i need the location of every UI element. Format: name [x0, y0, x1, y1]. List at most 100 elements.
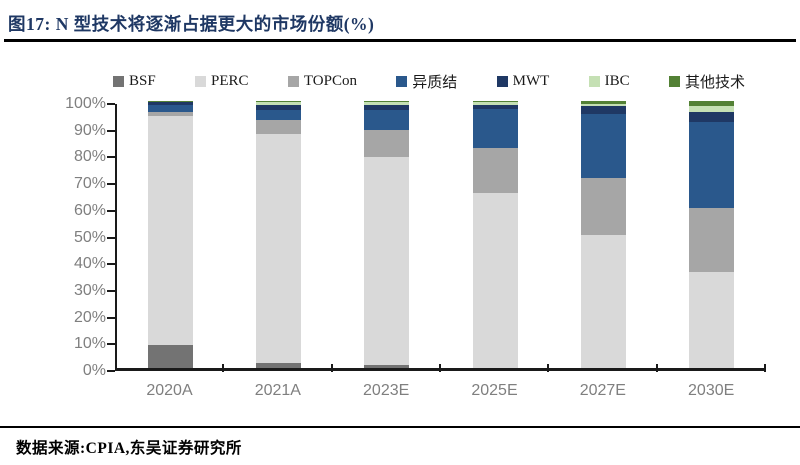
bar-segment-ibc — [147, 101, 193, 103]
bar-segment-topcon — [689, 207, 735, 272]
bar-segment-topcon — [472, 147, 518, 194]
bottom-divider — [0, 426, 800, 428]
y-axis-tick — [107, 289, 115, 292]
x-axis-tick — [547, 364, 550, 372]
y-axis-tick — [107, 209, 115, 212]
y-axis-tick — [107, 183, 115, 186]
bar-segment-other — [581, 101, 626, 104]
bar-segment-mwt — [256, 105, 301, 111]
chart-legend: BSF PERC TOPCon 异质结 MWT IBC 其他技术 — [113, 71, 745, 92]
bar-segment-perc — [581, 234, 626, 368]
legend-item-other: 其他技术 — [668, 71, 745, 92]
y-axis-label: 30% — [73, 281, 106, 299]
source-text: 数据来源:CPIA,东吴证券研究所 — [16, 440, 242, 457]
y-axis-label: 50% — [73, 228, 106, 246]
y-axis-tick — [107, 263, 115, 266]
legend-swatch-perc — [195, 76, 207, 87]
legend-label: MWT — [512, 73, 550, 89]
stacked-bar-2027E — [581, 101, 626, 368]
bar-segment-bsf — [147, 344, 193, 368]
bar-segment-bsf — [256, 362, 301, 368]
bar-segment-other — [364, 101, 410, 103]
bar-segment-other — [256, 101, 301, 103]
bar-segment-perc — [689, 271, 735, 368]
bar-segment-ibc — [256, 102, 301, 106]
legend-swatch-bsf — [113, 76, 124, 87]
legend-item-ibc: IBC — [588, 73, 630, 90]
bar-segment-mwt — [364, 105, 410, 111]
bar-segment-other — [147, 101, 193, 102]
bar-segment-ibc — [581, 103, 626, 107]
y-axis-tick — [107, 103, 115, 105]
bar-segment-perc — [472, 193, 518, 368]
legend-swatch-hjt — [396, 76, 408, 87]
legend-label: 异质结 — [412, 75, 458, 91]
y-axis-label: 100% — [65, 95, 106, 112]
y-axis-label: 20% — [73, 308, 106, 326]
bar-segment-bsf — [364, 365, 410, 368]
stacked-bar-2023E — [364, 101, 410, 368]
y-axis-tick — [107, 370, 115, 372]
x-axis-tick — [330, 364, 333, 372]
bar-segment-mwt — [147, 102, 193, 106]
y-axis-tick — [107, 343, 115, 346]
y-axis-label: 40% — [73, 255, 106, 273]
y-axis-tick — [107, 129, 115, 132]
x-axis-tick — [655, 364, 658, 372]
bar-segment-topcon — [364, 130, 410, 158]
bar-segment-perc — [147, 115, 193, 345]
figure-title: 图17: N 型技术将逐渐占据更大的市场份额(%) — [8, 14, 375, 34]
legend-swatch-other — [668, 76, 680, 87]
x-axis-tick — [764, 364, 766, 372]
legend-item-hjt: 异质结 — [396, 71, 457, 92]
x-axis-label: 2021A — [254, 382, 301, 399]
x-axis-label: 2030E — [688, 382, 735, 399]
y-axis-label: 0% — [82, 362, 106, 379]
legend-item-mwt: MWT — [496, 73, 550, 90]
plot-area — [115, 101, 765, 371]
legend-label: BSF — [129, 73, 156, 89]
bar-segment-ibc — [472, 102, 518, 106]
bar-segment-hjt — [364, 110, 410, 131]
bar-segment-other — [689, 101, 735, 107]
bar-segment-mwt — [581, 106, 626, 115]
legend-item-perc: PERC — [195, 73, 249, 90]
bar-segment-hjt — [256, 110, 301, 120]
bar-segment-other — [472, 101, 518, 103]
y-axis-label: 70% — [73, 175, 106, 193]
y-axis-label: 80% — [73, 148, 106, 166]
bar-segment-topcon — [147, 111, 193, 116]
legend-label: 其他技术 — [684, 75, 745, 91]
legend-swatch-mwt — [496, 76, 508, 87]
y-axis-tick — [107, 316, 115, 319]
stacked-bar-2021A — [256, 101, 301, 368]
legend-label: PERC — [211, 73, 249, 89]
x-axis-label: 2020A — [146, 382, 193, 399]
x-axis-label: 2025E — [471, 382, 518, 399]
bar-segment-perc — [364, 157, 410, 366]
legend-label: TOPCon — [303, 73, 357, 89]
stacked-bar-2025E — [472, 101, 518, 368]
bar-segment-mwt — [689, 111, 735, 123]
x-axis-label: 2027E — [579, 382, 626, 399]
y-axis-tick — [107, 236, 115, 239]
bar-segment-ibc — [364, 102, 410, 106]
legend-swatch-topcon — [287, 76, 299, 87]
bar-segment-topcon — [256, 119, 301, 135]
x-axis-label: 2023E — [363, 382, 410, 399]
y-axis-label: 90% — [73, 121, 106, 139]
legend-item-topcon: TOPCon — [287, 73, 357, 90]
bar-segment-topcon — [581, 178, 626, 235]
bar-segment-ibc — [689, 106, 735, 112]
y-axis-label: 60% — [73, 201, 106, 219]
y-axis-tick — [107, 156, 115, 159]
legend-swatch-ibc — [588, 76, 600, 87]
bar-segment-mwt — [472, 105, 518, 110]
y-axis-label: 10% — [73, 335, 106, 353]
bar-segment-hjt — [689, 122, 735, 208]
legend-item-bsf: BSF — [113, 73, 156, 90]
x-axis-tick — [222, 364, 225, 372]
x-axis-tick — [439, 364, 441, 372]
bar-segment-hjt — [147, 105, 193, 112]
title-divider — [4, 39, 796, 42]
